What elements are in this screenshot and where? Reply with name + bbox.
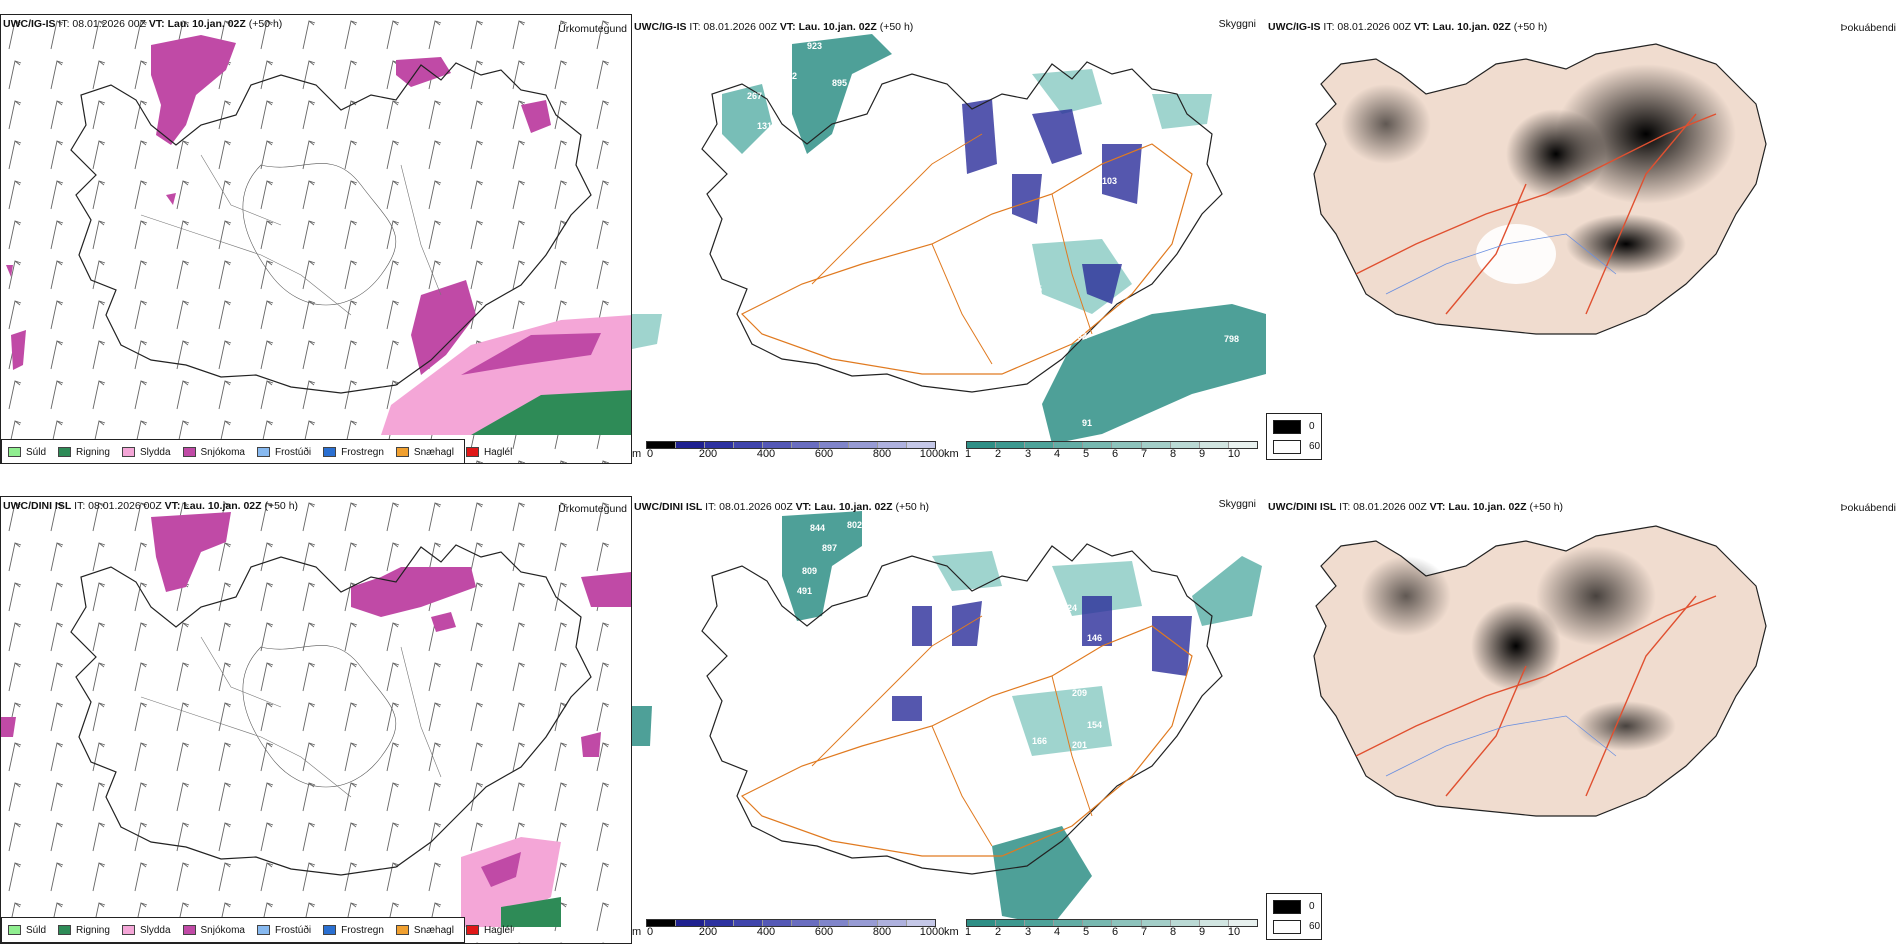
visibility-value-label: 323 bbox=[1027, 603, 1042, 613]
visibility-value-label: 209 bbox=[1072, 688, 1087, 698]
fog-key-swatch bbox=[1273, 920, 1301, 934]
visibility-value-label: 232 bbox=[1072, 331, 1087, 341]
legend-item: Haglél bbox=[465, 925, 512, 936]
legend-swatch bbox=[8, 925, 21, 935]
legend-swatch bbox=[323, 447, 337, 457]
visibility-panel-top: 923 842 895 267 131 315 232 798 91 97 103 215 124 Sk… bbox=[632, 14, 1266, 464]
precip-panel-top: UWC/IG-IS IT: 08.01.2026 00Z VT: Lau. 10… bbox=[0, 14, 632, 464]
legend-swatch bbox=[121, 447, 135, 457]
legend-item: Snjókoma bbox=[182, 447, 245, 458]
legend-item: Rigning bbox=[58, 925, 110, 936]
visibility-value-label: 124 bbox=[1092, 116, 1107, 126]
precip-header-bottom: UWC/DINI ISL IT: 08.01.2026 00Z VT: Lau.… bbox=[3, 500, 299, 512]
visibility-value-label: 315 bbox=[1027, 284, 1042, 294]
visibility-value-label: 154 bbox=[1087, 720, 1102, 730]
legend-item: Snæhagl bbox=[395, 447, 454, 458]
precip-header-top: UWC/IG-IS IT: 08.01.2026 00Z VT: Lau. 10… bbox=[3, 18, 283, 30]
fog-header-bottom: UWC/DINI ISL IT: 08.01.2026 00Z VT: Lau.… bbox=[1268, 501, 1564, 513]
visibility-map-top: 923 842 895 267 131 315 232 798 91 97 103 215 124 bbox=[632, 34, 1266, 454]
legend-swatch bbox=[182, 447, 196, 457]
visibility-value-label: 166 bbox=[1032, 736, 1047, 746]
legend-swatch bbox=[256, 447, 270, 457]
legend-item: Rigning bbox=[58, 447, 110, 458]
legend-item: Súld bbox=[8, 925, 46, 936]
visibility-value-label: 786 bbox=[1152, 893, 1167, 903]
legend-item: Snæhagl bbox=[395, 925, 454, 936]
legend-swatch bbox=[465, 447, 479, 457]
fog-key-swatch bbox=[1273, 440, 1301, 454]
visibility-title-bottom: Skyggni bbox=[1218, 498, 1256, 510]
visibility-value-label: 91 bbox=[1082, 418, 1092, 428]
visibility-value-label: 798 bbox=[1224, 334, 1239, 344]
legend-swatch bbox=[121, 925, 135, 935]
legend-item: Haglél bbox=[465, 447, 512, 458]
fog-panel-bottom: Þokuábendi bbox=[1266, 496, 1900, 944]
fog-title-bottom: Þokuábendi bbox=[1840, 502, 1896, 514]
legend-swatch bbox=[465, 925, 479, 935]
legend-item: Snjókoma bbox=[182, 925, 245, 936]
precip-title-bottom: Úrkomutegund bbox=[558, 503, 627, 515]
visibility-value-label: 802 bbox=[847, 520, 862, 530]
visibility-value-label: 923 bbox=[807, 41, 822, 51]
visibility-title-top: Skyggni bbox=[1218, 18, 1256, 30]
visibility-value-label: 131 bbox=[757, 121, 772, 131]
visibility-value-label: 809 bbox=[802, 566, 817, 576]
visibility-value-label: 102 bbox=[922, 703, 937, 713]
cloud-base-colorbar-bottom: m 0 200 400 600 800 1000 bbox=[632, 919, 944, 941]
legend-swatch bbox=[58, 447, 72, 457]
fog-key-swatch bbox=[1273, 900, 1301, 914]
visibility-value-label: 201 bbox=[1072, 740, 1087, 750]
visibility-colorbar-top: km 1 2 3 4 5 6 7 8 9 10 bbox=[944, 441, 1262, 463]
legend-swatch bbox=[58, 925, 72, 935]
visibility-value-label: 267 bbox=[747, 91, 762, 101]
visibility-value-label: 491 bbox=[797, 586, 812, 596]
legend-swatch bbox=[8, 447, 21, 457]
visibility-labels-top: 923 842 895 267 131 315 232 798 91 97 103 215 124 bbox=[747, 41, 1239, 454]
visibility-value-label: 286 bbox=[1012, 618, 1027, 628]
visibility-colorbar-bottom: km 1 2 3 4 5 6 7 8 9 10 bbox=[944, 919, 1262, 941]
visibility-value-label: 842 bbox=[782, 71, 797, 81]
legend-swatch bbox=[323, 925, 337, 935]
visibility-value-label: 103 bbox=[1102, 176, 1117, 186]
legend-item: Súld bbox=[8, 447, 46, 458]
fog-map-top bbox=[1313, 43, 1767, 335]
legend-swatch bbox=[256, 925, 270, 935]
fog-key-swatch bbox=[1273, 420, 1301, 434]
precip-map-bottom bbox=[1, 497, 631, 943]
visibility-panel-bottom: 802 844 897 809 491 323 424 286 102 166 154 201 209 1… bbox=[632, 496, 1266, 944]
visibility-value-label: 895 bbox=[832, 78, 847, 88]
legend-item: Frostregn bbox=[323, 925, 384, 936]
cloud-base-colorbar-top: m 0 200 400 600 800 1000 bbox=[632, 441, 944, 463]
precip-map-top bbox=[1, 15, 631, 463]
legend-swatch bbox=[182, 925, 196, 935]
precip-panel-bottom: UWC/DINI ISL IT: 08.01.2026 00Z VT: Lau.… bbox=[0, 496, 632, 944]
visibility-value-label: 897 bbox=[822, 543, 837, 553]
legend-swatch bbox=[395, 447, 409, 457]
precip-legend-top: Súld Rigning Slydda Snjókoma Frostúði Fr… bbox=[1, 439, 512, 463]
visibility-value-label: 215 bbox=[1012, 266, 1027, 276]
precip-title-top: Úrkomutegund bbox=[558, 23, 627, 35]
fog-key-bottom: 0 60 bbox=[1266, 893, 1322, 940]
visibility-value-label: 146 bbox=[1087, 633, 1102, 643]
visibility-value-label: 424 bbox=[1062, 603, 1077, 613]
fog-map-bottom bbox=[1313, 525, 1767, 817]
legend-item: Frostúði bbox=[256, 925, 311, 936]
precip-legend-bottom: Súld Rigning Slydda Snjókoma Frostúði Fr… bbox=[1, 917, 512, 943]
visibility-value-label: 844 bbox=[810, 523, 825, 533]
visibility-header-top: UWC/IG-IS IT: 08.01.2026 00Z VT: Lau. 10… bbox=[634, 21, 914, 33]
legend-item: Slydda bbox=[121, 925, 171, 936]
fog-key-top: 0 60 bbox=[1266, 413, 1322, 460]
visibility-header-bottom: UWC/DINI ISL IT: 08.01.2026 00Z VT: Lau.… bbox=[634, 501, 930, 513]
fog-header-top: UWC/IG-IS IT: 08.01.2026 00Z VT: Lau. 10… bbox=[1268, 21, 1548, 33]
visibility-value-label: 97 bbox=[1167, 444, 1177, 454]
fog-title-top: Þokuábendi bbox=[1840, 22, 1896, 34]
fog-panel-top: Þokuábendi bbox=[1266, 14, 1900, 464]
legend-item: Frostúði bbox=[256, 447, 311, 458]
legend-item: Slydda bbox=[121, 447, 171, 458]
legend-item: Frostregn bbox=[323, 447, 384, 458]
legend-swatch bbox=[395, 925, 409, 935]
